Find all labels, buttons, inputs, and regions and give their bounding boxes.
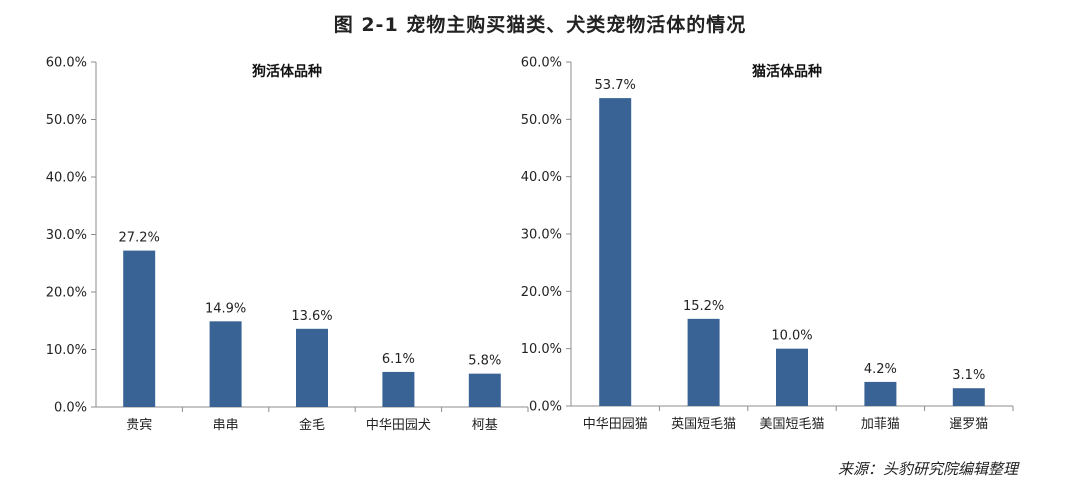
source-note: 来源：头豹研究院编辑整理	[837, 460, 1018, 478]
cat-chart-data-label: 3.1%	[952, 368, 985, 383]
cat-chart-bar	[952, 388, 985, 406]
cat-chart-bar	[687, 318, 720, 406]
cat-chart-bar	[776, 348, 808, 406]
cat-chart-category-label: 暹罗猫	[949, 417, 988, 432]
cat-chart-title: 猫活体品种	[752, 63, 822, 80]
dog-chart-bar	[296, 328, 328, 407]
figure-title: 图 2-1 宠物主购买猫类、犬类宠物活体的情况	[333, 14, 747, 36]
dog-chart-y-tick-label: 50.0%	[46, 113, 87, 128]
dog-chart-data-label: 6.1%	[382, 352, 415, 367]
cat-chart-category-label: 加菲猫	[861, 417, 900, 432]
dog-chart-title: 狗活体品种	[252, 63, 322, 80]
dog-chart-data-label: 27.2%	[119, 231, 160, 246]
cat-chart-data-label: 15.2%	[683, 299, 724, 314]
dog-chart-bar	[382, 371, 415, 407]
dog-chart-y-tick-label: 30.0%	[46, 228, 87, 243]
dog-chart-category-label: 金毛	[299, 417, 325, 433]
cat-chart-category-label: 中华田园猫	[583, 417, 648, 432]
cat-chart-y-tick-label: 50.0%	[521, 113, 562, 128]
cat-chart-y-tick-label: 30.0%	[521, 228, 562, 243]
dog-chart-y-tick-label: 20.0%	[46, 286, 87, 301]
cat-chart-category-label: 美国短毛猫	[759, 417, 824, 432]
cat-chart-y-tick-label: 20.0%	[521, 285, 562, 300]
dog-chart-y-tick-label: 40.0%	[46, 171, 87, 186]
dog-chart-bar	[123, 250, 156, 407]
dog-chart-y-tick-label: 10.0%	[46, 343, 87, 358]
dog-chart-data-label: 5.8%	[468, 354, 501, 369]
cat-chart-y-tick-label: 40.0%	[521, 170, 562, 185]
cat-chart-bar	[599, 98, 632, 407]
dog-chart-category-label: 串串	[213, 418, 239, 433]
dog-chart-y-tick-label: 60.0%	[46, 56, 87, 71]
cat-chart-y-tick-label: 0.0%	[529, 400, 562, 415]
cat-chart-data-label: 53.7%	[595, 78, 636, 93]
cat-chart-y-tick-label: 10.0%	[521, 342, 562, 357]
cat-chart-y-tick-label: 60.0%	[521, 56, 562, 71]
dog-chart-data-label: 13.6%	[291, 309, 332, 324]
cat-chart-bar	[864, 381, 897, 406]
dog-chart-bar	[209, 321, 242, 407]
dog-chart-bar	[468, 373, 501, 407]
dog-chart-category-label: 贵宾	[126, 417, 152, 433]
dog-chart-y-tick-label: 0.0%	[54, 401, 87, 416]
dog-chart-category-label: 柯基	[472, 418, 498, 433]
cat-chart-data-label: 10.0%	[771, 329, 812, 344]
dog-chart-category-label: 中华田园犬	[366, 418, 431, 433]
cat-chart-category-label: 英国短毛猫	[671, 417, 736, 432]
dog-chart-data-label: 14.9%	[205, 301, 246, 316]
cat-chart-data-label: 4.2%	[864, 362, 897, 377]
